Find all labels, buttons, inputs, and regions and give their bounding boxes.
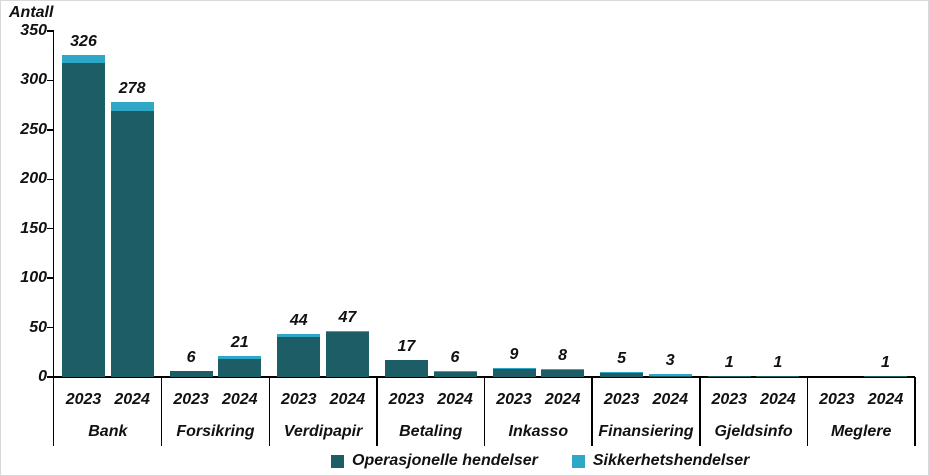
- year-label: 2024: [221, 391, 258, 408]
- year-label: 2023: [173, 391, 209, 408]
- legend-label-security: Sikkerhetshendelser: [592, 452, 750, 469]
- year-label: 2024: [760, 391, 796, 408]
- year-label: 2023: [603, 391, 640, 408]
- year-label: 2024: [867, 391, 904, 408]
- bar-value-label: 1: [881, 354, 890, 371]
- y-tick-label: 100: [20, 269, 47, 287]
- bar-operational-segment: [492, 369, 536, 377]
- bar-value-label: 326: [70, 32, 97, 50]
- category-separator: [160, 377, 163, 446]
- category-label: Forsikring: [176, 423, 255, 440]
- y-tick-mark: [47, 227, 54, 230]
- y-tick-label: 250: [20, 120, 47, 138]
- year-label: 2024: [114, 391, 150, 408]
- bar-operational-segment: [864, 376, 907, 377]
- category-label: Inkasso: [508, 423, 569, 440]
- legend-swatch-security-icon: [571, 454, 585, 468]
- bar-operational-segment: [707, 376, 751, 377]
- bar-security-segment: [110, 102, 154, 112]
- bar-security-segment: [277, 333, 321, 338]
- bar-operational-segment: [600, 373, 644, 377]
- category-label: Finansiering: [598, 423, 694, 440]
- category-label: Verdipapir: [283, 423, 363, 440]
- legend: Operasjonelle hendelser Sikkerhetshendel…: [331, 452, 749, 470]
- bar-security-segment: [492, 368, 536, 370]
- bar-security-segment: [600, 372, 644, 374]
- legend-swatch-operational-icon: [331, 454, 344, 468]
- legend-label-operational: Operasjonelle hendelser: [352, 452, 538, 469]
- y-tick-label: 0: [38, 368, 47, 385]
- bar-operational-segment: [218, 359, 262, 377]
- y-tick-mark: [47, 30, 54, 32]
- category-separator: [914, 377, 916, 446]
- category-label: Meglere: [830, 423, 892, 440]
- category-separator: [268, 377, 270, 446]
- bar-value-label: 21: [230, 334, 249, 352]
- y-axis-title: Antall: [9, 4, 54, 21]
- bar-value-label: 5: [617, 350, 627, 368]
- bar-operational-segment: [648, 376, 692, 377]
- category-label: Gjeldsinfo: [714, 423, 793, 440]
- y-tick-mark: [47, 79, 54, 82]
- bar-security-segment: [541, 369, 585, 371]
- bar-value-label: 17: [397, 338, 416, 356]
- bar-value-label: 3: [665, 352, 675, 370]
- year-label: 2023: [819, 391, 855, 408]
- category-separator: [591, 377, 593, 446]
- category-separator: [806, 377, 809, 446]
- bar-operational-segment: [433, 372, 477, 377]
- category-label: Betaling: [399, 423, 463, 440]
- year-label: 2023: [65, 391, 102, 408]
- bar-operational-segment: [756, 376, 800, 377]
- year-label: 2024: [652, 391, 689, 408]
- bar-value-label: 44: [289, 311, 308, 329]
- bar-operational-segment: [169, 371, 213, 377]
- y-tick-mark: [47, 129, 54, 131]
- y-tick-mark: [47, 178, 54, 181]
- bar-operational-segment: [541, 370, 585, 377]
- y-tick-label: 300: [20, 71, 47, 89]
- legend-item-security: Sikkerhetshendelser: [571, 452, 750, 470]
- bar-value-label: 8: [558, 347, 568, 365]
- bar-security-segment: [325, 330, 369, 332]
- bar-operational-segment: [62, 62, 105, 377]
- year-label: 2023: [496, 391, 532, 408]
- bar-value-label: 47: [338, 308, 357, 326]
- bar-security-segment: [648, 374, 692, 376]
- category-label: Bank: [88, 423, 128, 440]
- year-label: 2023: [711, 391, 748, 408]
- y-axis-line: [52, 31, 54, 446]
- bar-security-segment: [218, 356, 262, 360]
- bar-operational-segment: [110, 111, 154, 377]
- y-tick-label: 350: [20, 22, 47, 39]
- year-label: 2024: [437, 391, 473, 408]
- bar-operational-segment: [384, 360, 428, 377]
- category-separator: [376, 377, 378, 446]
- y-tick-mark: [47, 277, 54, 279]
- bar-value-label: 1: [724, 354, 734, 371]
- y-tick-label: 50: [29, 318, 47, 336]
- year-label: 2023: [280, 391, 317, 408]
- category-separator: [483, 377, 486, 446]
- y-tick-label: 200: [20, 170, 47, 188]
- year-label: 2023: [388, 391, 425, 408]
- bar-security-segment: [433, 371, 477, 373]
- legend-item-operational: Operasjonelle hendelser: [331, 452, 538, 470]
- y-tick-mark: [47, 326, 54, 329]
- bar-value-label: 278: [118, 80, 146, 98]
- y-tick-label: 150: [20, 219, 47, 237]
- bar-operational-segment: [325, 331, 369, 377]
- bar-operational-segment: [277, 337, 321, 377]
- bar-value-label: 6: [186, 349, 196, 367]
- bar-security-segment: [62, 54, 105, 63]
- bar-value-label: 1: [773, 354, 783, 371]
- category-separator: [699, 377, 701, 446]
- year-label: 2024: [329, 391, 366, 408]
- bar-value-label: 9: [509, 346, 519, 364]
- bar-value-label: 6: [450, 349, 460, 367]
- y-tick-mark: [47, 376, 54, 378]
- year-label: 2024: [544, 391, 581, 408]
